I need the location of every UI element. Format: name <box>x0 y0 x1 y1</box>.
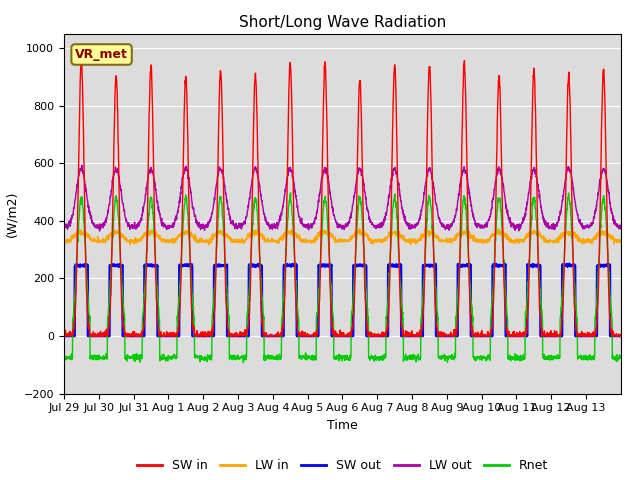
Text: VR_met: VR_met <box>75 48 128 61</box>
Legend: SW in, LW in, SW out, LW out, Rnet: SW in, LW in, SW out, LW out, Rnet <box>132 455 553 477</box>
X-axis label: Time: Time <box>327 419 358 432</box>
Title: Short/Long Wave Radiation: Short/Long Wave Radiation <box>239 15 446 30</box>
Y-axis label: (W/m2): (W/m2) <box>5 191 18 237</box>
